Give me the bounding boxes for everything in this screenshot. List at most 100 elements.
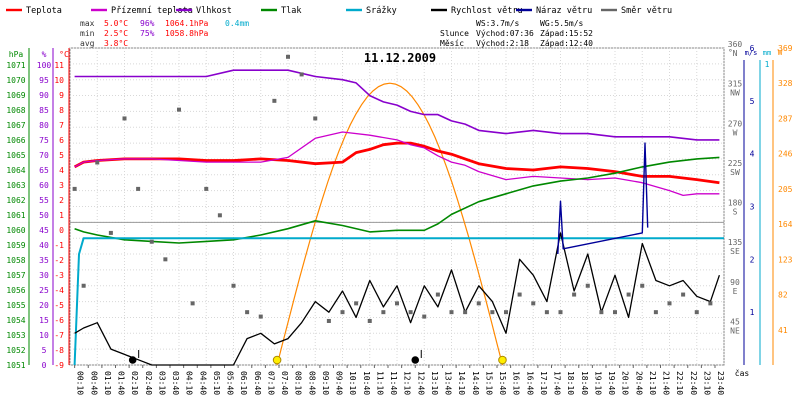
wind-direction-point — [326, 318, 331, 323]
time-tick-label: 00:40 — [89, 371, 98, 395]
time-tick-label: 15:10 — [484, 371, 493, 395]
wind-direction-point — [95, 160, 100, 165]
time-tick-label: 12:40 — [416, 371, 425, 395]
w-tick-label: 41 — [778, 326, 788, 335]
wind-direction-point — [435, 292, 440, 297]
pct-tick-label: 95 — [39, 76, 49, 85]
time-tick-label: 08:40 — [307, 371, 316, 395]
wind-direction-point — [245, 310, 250, 315]
pct-tick-label: 60 — [39, 181, 49, 190]
dir-tick-label: 180 — [728, 199, 743, 208]
hpa-tick-label: 1054 — [6, 316, 25, 325]
time-tick-label: 04:10 — [185, 371, 194, 395]
wind-direction-point — [449, 310, 454, 315]
wind-direction-point — [108, 230, 113, 235]
stat-rain: 0.4mm — [225, 19, 249, 28]
pct-tick-label: 5 — [42, 346, 47, 355]
wind-direction-point — [177, 107, 181, 112]
hpa-tick-label: 1057 — [6, 271, 25, 280]
w-tick-label: 123 — [778, 255, 793, 264]
pct-tick-label: 25 — [39, 286, 49, 295]
pct-tick-label: 15 — [39, 316, 49, 325]
legend-label: Rychlost větru — [451, 6, 523, 16]
time-tick-label: 01:40 — [117, 371, 126, 395]
hpa-tick-label: 1061 — [6, 211, 25, 220]
pct-tick-label: 10 — [39, 331, 49, 340]
wind-direction-point — [653, 310, 658, 315]
wind-direction-point — [531, 301, 536, 306]
temp-tick-label: 6 — [59, 136, 64, 145]
solar-curve-line — [276, 82, 504, 366]
wind-direction-point — [517, 292, 522, 297]
hpa-tick-label: 1067 — [6, 121, 25, 130]
stat-temp: 5.0°C — [104, 19, 128, 28]
time-tick-label: 13:10 — [430, 371, 439, 395]
pct-tick-label: 55 — [39, 196, 49, 205]
legend-label: Srážky — [366, 6, 397, 16]
ms-axis-unit: m/s — [745, 49, 758, 57]
dir-tick-label: 90 — [730, 278, 740, 287]
wind-direction-point — [286, 54, 290, 59]
time-tick-label: 12:10 — [403, 371, 412, 395]
time-tick-label: 02:10 — [130, 371, 139, 395]
dir-tick-label: SW — [730, 168, 740, 177]
temp-tick-label: -3 — [54, 271, 64, 280]
time-tick-label: 07:40 — [280, 371, 289, 395]
hpa-tick-label: 1069 — [6, 91, 25, 100]
wind-direction-point — [340, 310, 345, 315]
hpa-tick-label: 1052 — [6, 346, 25, 355]
dir-tick-label: 45 — [730, 317, 740, 326]
ms-tick-label: 4 — [750, 150, 755, 159]
stat-pressure: 1058.8hPa — [165, 29, 209, 38]
wind-direction-point — [599, 310, 604, 315]
wind-direction-point — [231, 283, 236, 288]
hpa-tick-label: 1062 — [6, 196, 25, 205]
stat-label: min — [80, 29, 95, 38]
temp-tick-label: -6 — [54, 316, 64, 325]
dir-tick-label: 360 — [728, 40, 743, 49]
temp-tick-label: 10 — [54, 76, 64, 85]
hpa-tick-label: 1068 — [6, 106, 25, 115]
pct-tick-label: 30 — [39, 271, 49, 280]
wind-speed-line — [74, 232, 721, 366]
temp-tick-label: -8 — [54, 346, 64, 355]
dir-axis-unit: ° — [728, 48, 733, 57]
pct-tick-label: 20 — [39, 301, 49, 310]
time-tick-label: 11:10 — [375, 371, 384, 395]
humidity-line — [74, 69, 720, 141]
pct-tick-label: 45 — [39, 226, 49, 235]
time-tick-label: 19:10 — [593, 371, 602, 395]
time-tick-label: 22:10 — [675, 371, 684, 395]
hpa-tick-label: 1053 — [6, 331, 25, 340]
pct-tick-label: 70 — [39, 151, 49, 160]
pct-tick-label: 90 — [39, 91, 49, 100]
precipitation-line — [73, 237, 724, 366]
stat-label: max — [80, 19, 95, 28]
wind-gust-line — [557, 142, 649, 255]
wind-direction-point — [204, 186, 209, 191]
ms-tick-label: 6 — [750, 44, 755, 53]
temp-tick-label: 4 — [59, 166, 64, 175]
time-tick-label: 21:10 — [648, 371, 657, 395]
time-tick-label: 20:10 — [621, 371, 630, 395]
moon-rise: Východ:2:18 — [476, 39, 529, 48]
time-tick-label: 03:40 — [171, 371, 180, 395]
wind-gust-max: WG:5.5m/s — [540, 19, 584, 28]
dir-tick-label: W — [733, 128, 738, 137]
temp-axis-unit: °C — [59, 50, 69, 59]
time-tick-label: 02:40 — [144, 371, 153, 395]
ms-tick-label: 1 — [750, 308, 755, 317]
w-axis-unit: W — [778, 48, 783, 57]
temp-tick-label: 3 — [59, 181, 64, 190]
hpa-tick-label: 1059 — [6, 241, 25, 250]
time-tick-label: 23:40 — [716, 371, 725, 395]
stat-temp: 3.8°C — [104, 39, 128, 48]
dir-tick-label: N — [733, 49, 738, 58]
legend-label: Teplota — [26, 6, 62, 16]
wind-direction-point — [272, 98, 277, 103]
temp-tick-label: -7 — [54, 331, 64, 340]
time-tick-label: 11:40 — [389, 371, 398, 395]
wind-direction-point — [381, 310, 386, 315]
stat-label: avg — [80, 39, 95, 48]
time-tick-label: 01:10 — [103, 371, 112, 395]
